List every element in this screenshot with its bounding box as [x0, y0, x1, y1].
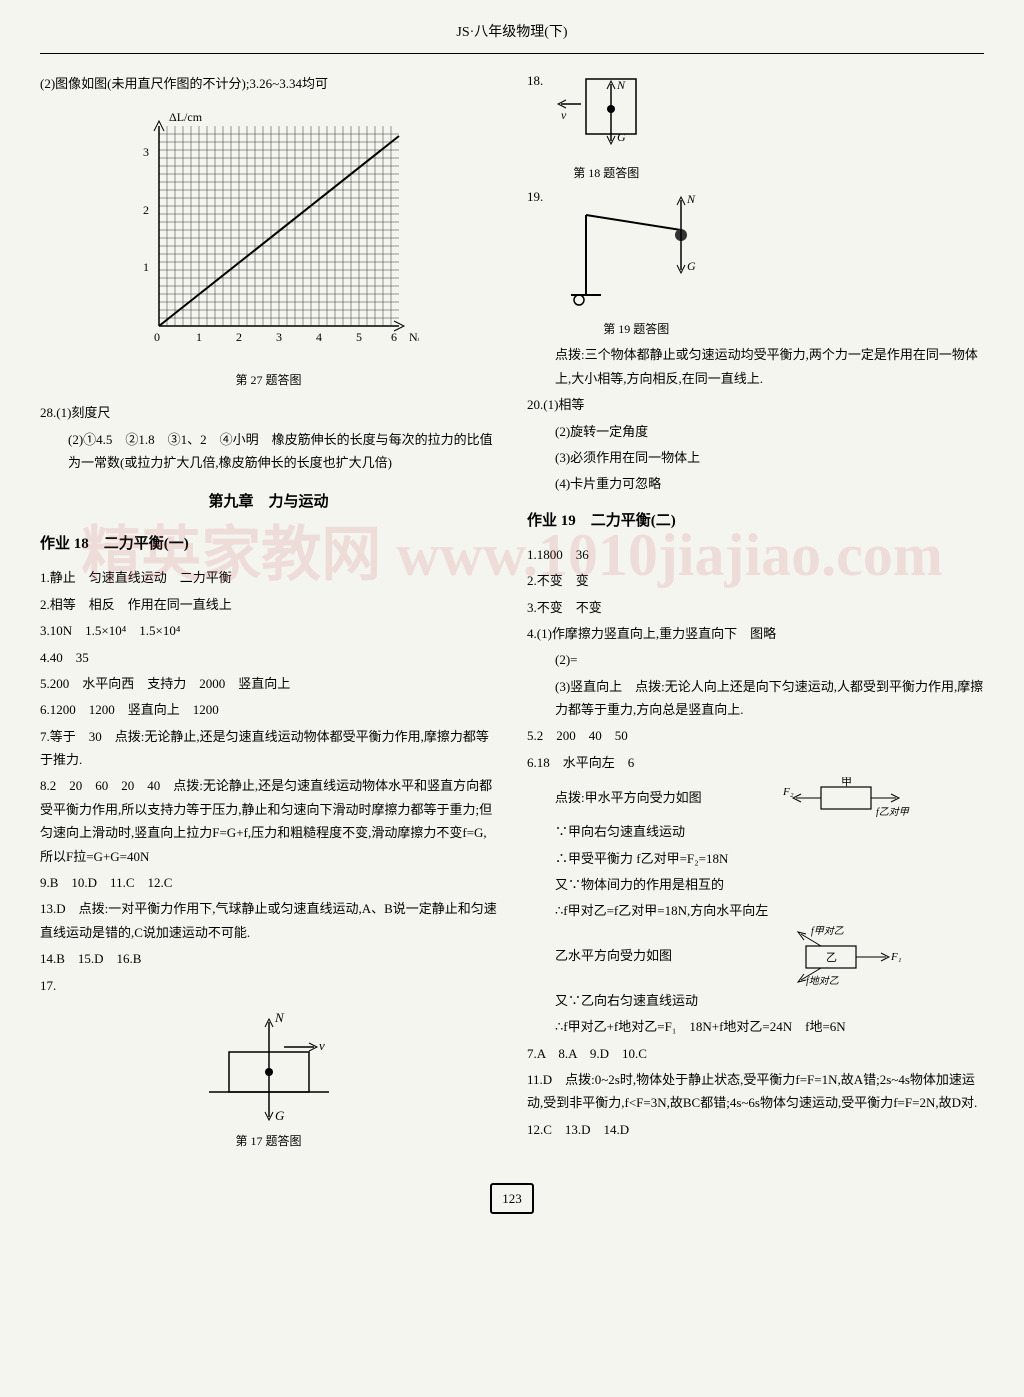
hw19-d6: ∴f甲对乙+f地对乙=F₁ 18N+f地对乙=24N f地=6N	[527, 1015, 984, 1038]
svg-text:f乙对甲: f乙对甲	[876, 806, 910, 817]
svg-text:4: 4	[316, 330, 322, 344]
hw19-a5: 5.2 200 40 50	[527, 724, 984, 747]
svg-text:N/个: N/个	[409, 330, 419, 344]
hw19-a4-1: 4.(1)作摩擦力竖直向上,重力竖直向下 图略	[527, 622, 984, 645]
hw19-d3: 又∵物体间力的作用是相互的	[527, 873, 984, 896]
svg-text:6: 6	[391, 330, 397, 344]
hw19-a11: 11.D 点拨:0~2s时,物体处于静止状态,受平衡力f=F=1N,故A错;2s…	[527, 1068, 984, 1115]
svg-text:F₁: F₁	[890, 951, 902, 963]
chart-caption: 第 27 题答图	[40, 370, 497, 392]
hw18-a14: 14.B 15.D 16.B	[40, 947, 497, 970]
hw19-a3: 3.不变 不变	[527, 596, 984, 619]
q20-4: (4)卡片重力可忽略	[527, 472, 984, 495]
fig-yi-svg: 乙 f甲对乙 f地对乙 F₁	[756, 926, 906, 986]
fig19-caption: 第 19 题答图	[551, 319, 721, 341]
fig17-svg: N G v	[199, 1007, 339, 1127]
hw19-note2: 乙水平方向受力如图	[527, 944, 672, 967]
fig18: N G v 第 18 题答图	[551, 69, 661, 185]
svg-text:G: G	[687, 259, 696, 273]
q20-3: (3)必须作用在同一物体上	[527, 446, 984, 469]
svg-text:1: 1	[196, 330, 202, 344]
hw18-a5: 5.200 水平向西 支持力 2000 竖直向上	[40, 672, 497, 695]
svg-text:乙: 乙	[826, 951, 837, 964]
q18-label: 18.	[527, 69, 543, 92]
note2-row: 乙水平方向受力如图 乙 f甲对乙 f地对乙 F₁	[527, 926, 984, 986]
svg-text:v: v	[319, 1038, 325, 1053]
hw19-a7: 7.A 8.A 9.D 10.C	[527, 1042, 984, 1065]
q20-2: (2)旋转一定角度	[527, 420, 984, 443]
q20-1: 20.(1)相等	[527, 393, 984, 416]
svg-text:3: 3	[143, 145, 149, 159]
svg-text:F₂: F₂	[782, 786, 794, 798]
hw18-a17-label: 17.	[40, 974, 497, 997]
svg-text:v: v	[561, 108, 567, 122]
svg-text:f甲对乙: f甲对乙	[811, 926, 844, 937]
q28-2: (2)①4.5 ②1.8 ③1、2 ④小明 橡皮筋伸长的长度与每次的拉力的比值为…	[40, 428, 497, 475]
right-column: 18. N G v 第 18 题答图 19.	[527, 69, 984, 1162]
svg-text:f地对乙: f地对乙	[806, 975, 839, 986]
hw18-a13: 13.D 点拨:一对平衡力作用下,气球静止或匀速直线运动,A、B说一定静止和匀速…	[40, 897, 497, 944]
fig17-caption: 第 17 题答图	[40, 1131, 497, 1153]
hw19-a4-2: (2)=	[527, 648, 984, 671]
hw19-a6: 6.18 水平向左 6	[527, 751, 984, 774]
svg-text:5: 5	[356, 330, 362, 344]
svg-text:0: 0	[154, 330, 160, 344]
hw19-a1: 1.1800 36	[527, 543, 984, 566]
hw18-a2: 2.相等 相反 作用在同一直线上	[40, 593, 497, 616]
chart-svg: 0 1 2 3 4 5 6 N/个 1 2 3 ΔL/cm	[119, 106, 419, 366]
hw18-a1: 1.静止 匀速直线运动 二力平衡	[40, 566, 497, 589]
fig19: N G 第 19 题答图	[551, 185, 721, 341]
hw19-d2: ∴甲受平衡力 f乙对甲=F₂=18N	[527, 847, 984, 870]
note1-row: 点拨:甲水平方向受力如图 甲 F₂ f乙对甲	[527, 777, 984, 817]
hw18-a3: 3.10N 1.5×10⁴ 1.5×10⁴	[40, 619, 497, 642]
fig18-svg: N G v	[551, 69, 661, 159]
q28-1: 28.(1)刻度尺	[40, 401, 497, 424]
page-header: JS·八年级物理(下)	[40, 20, 984, 54]
svg-text:G: G	[275, 1108, 285, 1123]
svg-text:ΔL/cm: ΔL/cm	[169, 110, 203, 124]
fig17: N G v 第 17 题答图	[40, 1007, 497, 1153]
svg-text:甲: 甲	[841, 777, 852, 788]
hw19-d1: ∵甲向右匀速直线运动	[527, 820, 984, 843]
svg-text:3: 3	[276, 330, 282, 344]
page-number: 123	[40, 1183, 984, 1214]
hw19-a4-3: (3)竖直向上 点拨:无论人向上还是向下匀速运动,人都受到平衡力作用,摩擦力都等…	[527, 675, 984, 722]
svg-text:N: N	[274, 1010, 285, 1025]
svg-text:G: G	[617, 130, 626, 144]
hw19-a12: 12.C 13.D 14.D	[527, 1118, 984, 1141]
hw19-d5: 又∵乙向右匀速直线运动	[527, 989, 984, 1012]
hw19-a2: 2.不变 变	[527, 569, 984, 592]
fig18-caption: 第 18 题答图	[551, 163, 661, 185]
hw19-d4: ∴f甲对乙=f乙对甲=18N,方向水平向左	[527, 899, 984, 922]
svg-text:N: N	[616, 78, 626, 92]
hw19-note1: 点拨:甲水平方向受力如图	[527, 786, 702, 809]
hw18-a9: 9.B 10.D 11.C 12.C	[40, 871, 497, 894]
left-column: (2)图像如图(未用直尺作图的不计分);3.26~3.34均可	[40, 69, 497, 1162]
svg-text:2: 2	[236, 330, 242, 344]
svg-text:1: 1	[143, 260, 149, 274]
fig19-svg: N G	[551, 185, 721, 315]
svg-text:N: N	[686, 192, 696, 206]
hw18-title: 作业 18 二力平衡(一)	[40, 531, 497, 558]
svg-text:2: 2	[143, 203, 149, 217]
hw18-a8: 8.2 20 60 20 40 点拨:无论静止,还是匀速直线运动物体水平和竖直方…	[40, 774, 497, 868]
hw19-title: 作业 19 二力平衡(二)	[527, 508, 984, 535]
hw18-a6: 6.1200 1200 竖直向上 1200	[40, 698, 497, 721]
hw18-a7: 7.等于 30 点拨:无论静止,还是匀速直线运动物体都受平衡力作用,摩擦力都等于…	[40, 725, 497, 772]
q19-label: 19.	[527, 185, 543, 208]
chapter-title: 第九章 力与运动	[40, 489, 497, 516]
header-text: JS·八年级物理(下)	[456, 25, 567, 40]
chart-q27: 0 1 2 3 4 5 6 N/个 1 2 3 ΔL/cm 第 27 题答图	[40, 106, 497, 392]
two-column-layout: (2)图像如图(未用直尺作图的不计分);3.26~3.34均可	[40, 69, 984, 1162]
fig-jia-svg: 甲 F₂ f乙对甲	[781, 777, 911, 817]
page-number-box: 123	[490, 1183, 534, 1214]
hw18-a4: 4.40 35	[40, 646, 497, 669]
q27-text: (2)图像如图(未用直尺作图的不计分);3.26~3.34均可	[40, 72, 497, 95]
q19-note: 点拨:三个物体都静止或匀速运动均受平衡力,两个力一定是作用在同一物体上,大小相等…	[527, 343, 984, 390]
